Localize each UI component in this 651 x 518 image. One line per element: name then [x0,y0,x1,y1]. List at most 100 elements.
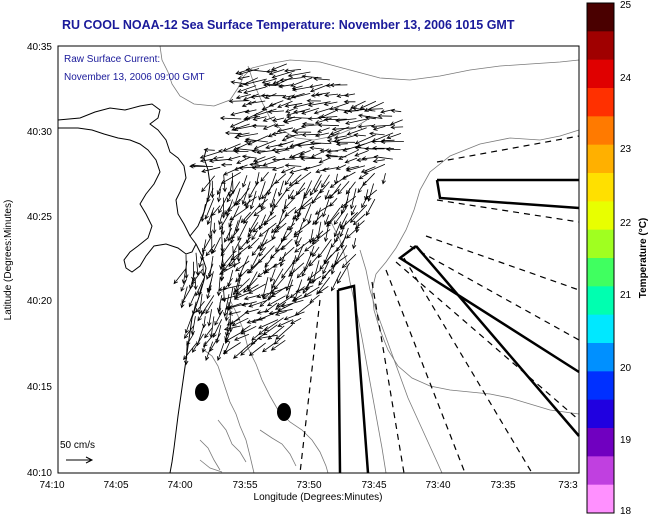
current-vector [372,158,385,164]
current-vector [248,181,259,199]
current-vector [230,245,250,261]
current-vector [300,156,322,161]
current-vector [350,205,357,216]
current-vector [386,133,402,140]
current-vector [235,94,251,100]
current-vector [204,327,213,339]
current-vector [318,269,331,286]
current-vector [288,189,295,200]
colorbar-band [587,484,614,514]
current-vector [286,115,311,120]
current-vector [233,149,249,154]
current-vector [284,102,303,108]
current-vector [238,77,259,87]
current-vector [306,269,321,281]
current-vector [321,174,330,189]
current-vector [278,84,293,89]
current-vector [326,154,347,159]
annotation-line-2: November 13, 2006 09:00 GMT [64,72,205,83]
current-vector [304,239,320,252]
y-axis: 40:35 40:30 40:25 40:20 40:15 40:10 Lati… [3,42,52,479]
current-vector [235,260,250,272]
current-vector [241,154,257,159]
colorbar-band [587,428,614,457]
x-tick-label: 73:40 [425,480,450,491]
current-vector [243,277,258,293]
y-axis-title: Latitude (Degrees:Minutes) [3,200,14,321]
current-vector [206,263,214,280]
current-vector [243,78,267,86]
current-vector [246,261,259,274]
map-panel: 50 cm/s Raw Surface Current: November 13… [57,45,580,474]
x-tick-label: 73:3 [558,480,578,491]
current-vector [199,158,213,163]
colorbar-band [587,144,614,174]
x-tick-label: 73:35 [490,480,515,491]
y-tick-label: 40:25 [27,212,52,223]
current-vector [317,285,329,294]
current-vector [352,213,366,226]
current-vector [218,191,230,214]
current-vector [343,108,365,114]
colorbar-band [587,229,614,259]
current-vector [353,132,366,138]
current-vector [226,181,241,203]
colorbar-band [587,59,614,89]
current-vector [190,316,196,336]
current-vector [273,123,285,128]
colorbar-band [587,456,614,486]
current-vector [309,294,320,304]
current-vector [217,284,242,292]
current-vector [201,341,207,354]
current-vector [294,171,312,185]
current-vector [235,69,249,75]
current-vector [212,237,221,254]
current-vector [303,164,322,171]
current-vector [361,195,369,209]
colorbar-band [587,116,614,146]
current-vector [251,333,261,341]
current-vector [290,77,313,87]
current-vector [333,135,348,140]
current-vector [365,198,376,217]
colorbar-tick-label: 21 [620,290,632,301]
scale-arrow [66,456,94,464]
current-vector [195,300,205,313]
current-vector [184,310,195,334]
current-vector [224,227,233,243]
buoy-marker [195,383,209,401]
current-vector [317,127,330,133]
current-vector [206,285,212,300]
current-vector [216,188,222,203]
current-vector [272,117,285,122]
current-vector [281,263,293,279]
current-vector [301,74,322,79]
current-vector [235,285,250,295]
current-vector [314,117,332,125]
current-vector [208,158,230,163]
current-vector [227,269,234,288]
current-vector [308,275,322,284]
current-vector [314,132,329,138]
current-vector [335,164,347,170]
current-vector [237,75,250,81]
current-vector [372,125,386,131]
current-vector [293,221,311,236]
current-vector [326,132,340,139]
current-vector [331,126,357,132]
colorbar-tick-label: 23 [620,144,632,155]
current-vector [364,101,384,112]
current-vector [234,133,259,140]
current-vector [262,116,276,122]
current-vector [292,102,314,109]
current-vector [290,317,302,325]
current-vector [380,139,404,144]
current-vector [300,123,321,129]
current-vector [261,181,276,200]
current-vector [281,94,294,99]
current-vector [296,268,305,279]
current-vector [184,341,189,366]
current-vector [251,245,260,257]
current-vector [191,268,204,285]
current-vector [241,181,251,205]
